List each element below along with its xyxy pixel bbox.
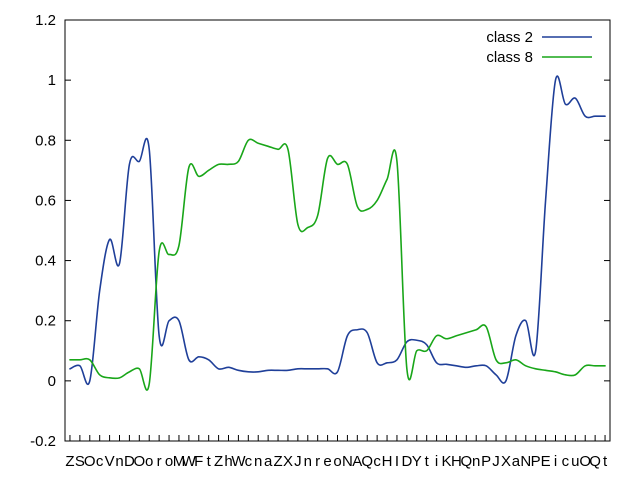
x-tick-label: Q xyxy=(460,453,472,470)
x-tick-label: Z xyxy=(65,453,74,470)
y-tick-label: -0.2 xyxy=(30,433,56,450)
x-tick-label: n xyxy=(115,453,123,470)
x-tick-label: n xyxy=(472,453,480,470)
y-axis: -0.2 0 0.2 0.4 0.6 0.8 1 1.2 xyxy=(30,12,610,450)
x-tick-label: Z xyxy=(273,453,282,470)
x-tick-label: t xyxy=(425,453,430,470)
y-tick-label: 0.6 xyxy=(35,192,56,209)
x-tick-label: N xyxy=(520,453,531,470)
x-tick-label: K xyxy=(441,453,451,470)
x-tick-label: I xyxy=(395,453,399,470)
legend-label: class 2 xyxy=(486,29,533,46)
x-tick-label: h xyxy=(224,453,232,470)
y-tick-label: 0.8 xyxy=(35,132,56,149)
x-tick-label: Q xyxy=(361,453,373,470)
x-tick-label: A xyxy=(352,453,362,470)
legend: class 2 class 8 xyxy=(486,29,592,66)
x-tick-label: O xyxy=(579,453,591,470)
y-tick-label: 0.2 xyxy=(35,313,56,330)
x-tick-label: o xyxy=(145,453,153,470)
x-tick-label: W xyxy=(231,453,246,470)
x-tick-label: n xyxy=(254,453,262,470)
x-tick-label: Q xyxy=(589,453,601,470)
x-tick-label: P xyxy=(481,453,491,470)
x-tick-label: O xyxy=(84,453,96,470)
x-tick-label: J xyxy=(492,453,500,470)
x-tick-label: c xyxy=(373,453,381,470)
x-tick-label: a xyxy=(264,453,273,470)
x-tick-label: c xyxy=(562,453,570,470)
x-tick-label: c xyxy=(245,453,253,470)
x-tick-label: D xyxy=(401,453,412,470)
series-line-class-8 xyxy=(69,138,606,391)
y-tick-label: 1.2 xyxy=(35,12,56,29)
x-tick-label: e xyxy=(323,453,331,470)
x-tick-label: V xyxy=(105,453,115,470)
x-tick-label: O xyxy=(133,453,145,470)
x-tick-label: a xyxy=(512,453,521,470)
x-tick-label: Z xyxy=(214,453,223,470)
series-layer xyxy=(69,75,606,391)
x-tick-label: X xyxy=(501,453,511,470)
x-tick-label: t xyxy=(603,453,608,470)
x-tick-label: o xyxy=(165,453,173,470)
x-tick-label: u xyxy=(571,453,579,470)
x-tick-label: r xyxy=(315,453,320,470)
y-tick-label: 0 xyxy=(48,373,56,390)
x-tick-label: o xyxy=(333,453,341,470)
x-tick-label: i xyxy=(435,453,438,470)
x-tick-label: i xyxy=(554,453,557,470)
x-tick-label: H xyxy=(451,453,462,470)
x-tick-label: M xyxy=(173,453,186,470)
x-tick-label: t xyxy=(207,453,212,470)
x-tick-label: F xyxy=(194,453,203,470)
x-tick-label: c xyxy=(96,453,104,470)
x-tick-label: H xyxy=(382,453,393,470)
x-tick-label: Y xyxy=(412,453,422,470)
x-tick-label: E xyxy=(541,453,551,470)
y-tick-label: 0.4 xyxy=(35,253,56,270)
series-line-class-2 xyxy=(69,75,606,385)
plot-border xyxy=(64,19,611,442)
y-tick-label: 1 xyxy=(48,72,56,89)
x-tick-label: P xyxy=(531,453,541,470)
x-tick-label: X xyxy=(283,453,293,470)
x-tick-label: J xyxy=(294,453,302,470)
legend-label: class 8 xyxy=(486,49,533,66)
x-tick-label: N xyxy=(342,453,353,470)
x-tick-label: S xyxy=(75,453,85,470)
x-tick-label: n xyxy=(304,453,312,470)
x-tick-label: D xyxy=(124,453,135,470)
x-tick-label: r xyxy=(157,453,162,470)
plot-frame xyxy=(64,19,611,442)
x-tick-label: W xyxy=(182,453,197,470)
